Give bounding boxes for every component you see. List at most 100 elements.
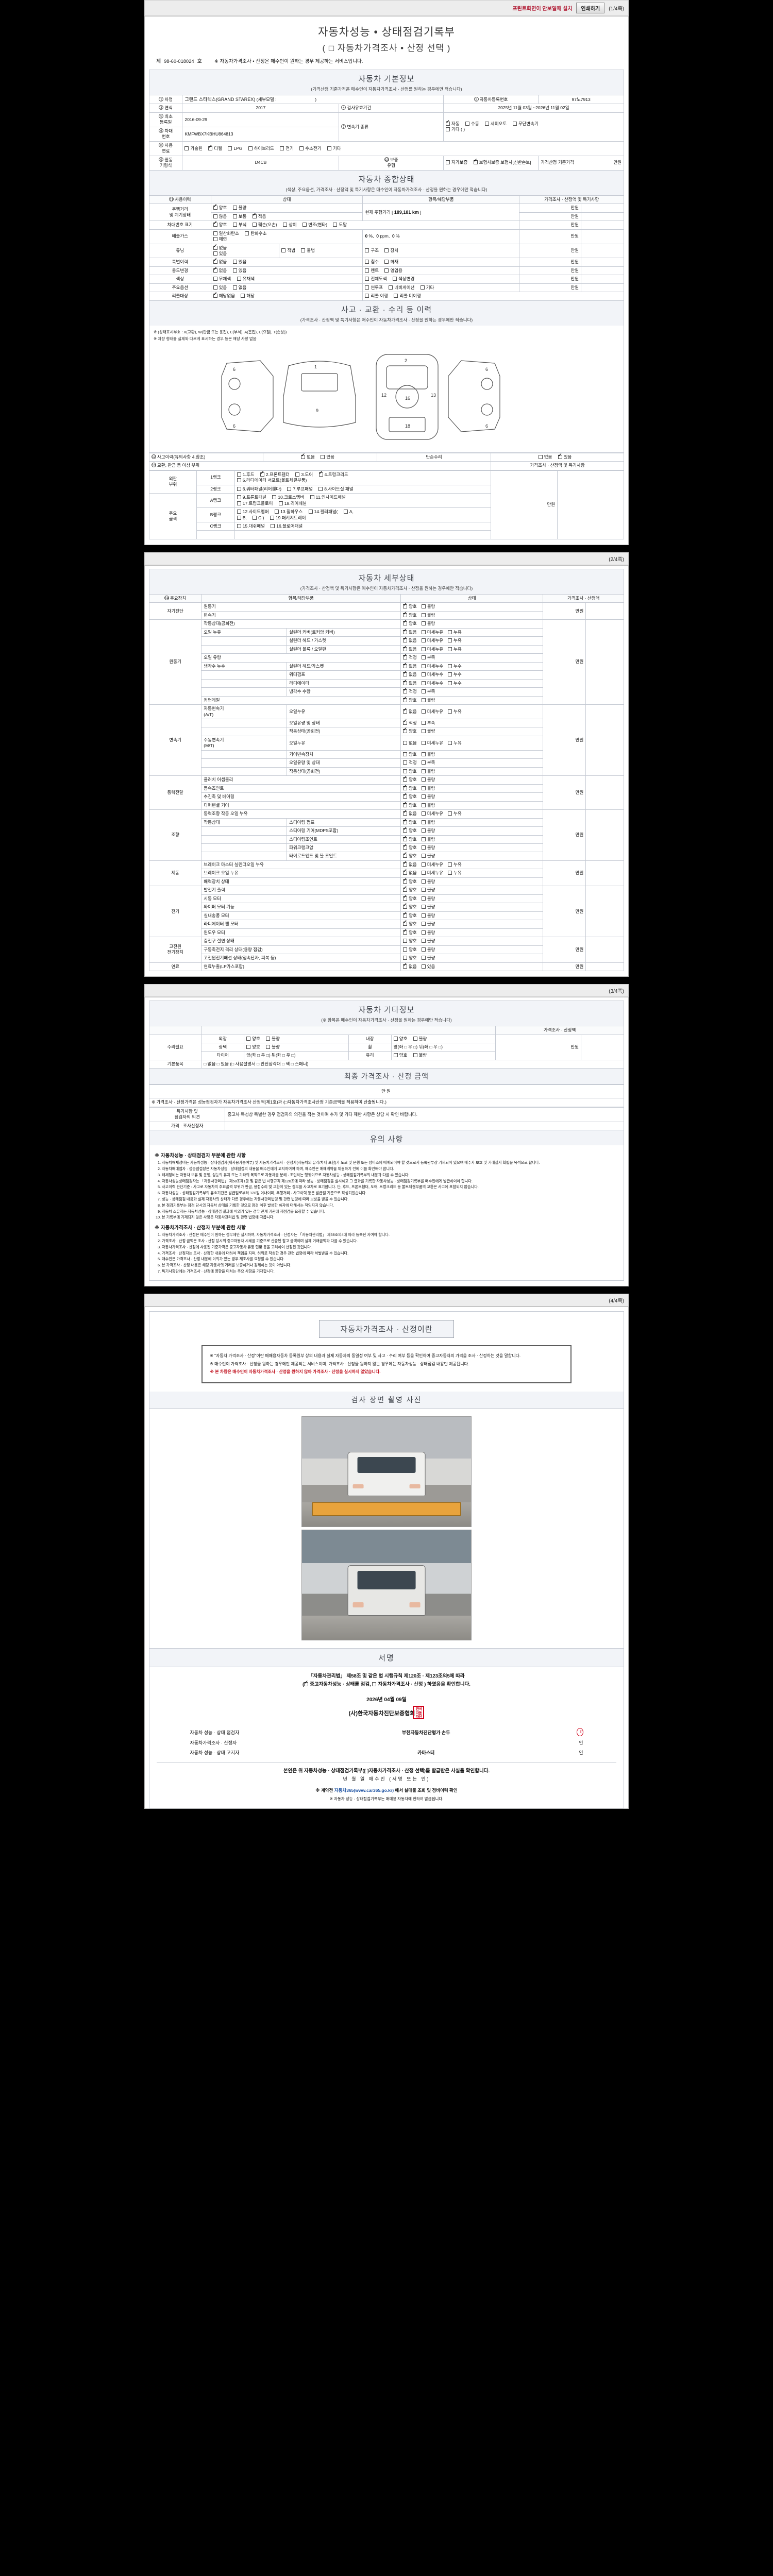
note-cell[interactable] [581, 243, 624, 259]
state-opt-없음[interactable]: 없음 [403, 628, 417, 635]
frame-side-member[interactable]: 12.사이드멤버 [237, 509, 269, 515]
car-diagram[interactable]: 6 6 1 9 2 16 18 [152, 342, 621, 449]
state-opt-양호[interactable]: 양호 [403, 752, 417, 757]
mileage-bad[interactable]: 불량 [232, 205, 246, 211]
mileage-good[interactable]: 양호 [213, 204, 227, 211]
fuel-opt-electric[interactable]: 전기 [280, 146, 294, 151]
frame-cross-member[interactable]: 10.크로스멤버 [272, 495, 304, 500]
state-opt-불량[interactable]: 불량 [421, 887, 435, 893]
state-opt-양호[interactable]: 양호 [403, 894, 417, 902]
fuel-opt-other[interactable]: 기타 [327, 146, 341, 151]
state-opt-양호[interactable]: 양호 [403, 818, 417, 825]
frame-package-tray[interactable]: 19.패키지트레이 [270, 515, 306, 521]
special-yes[interactable]: 있음 [232, 259, 246, 265]
state-opt-없음[interactable]: 없음 [403, 645, 417, 652]
detail-note-cell[interactable] [585, 809, 624, 861]
state-opt-양호[interactable]: 양호 [403, 801, 417, 808]
recall-none[interactable]: 해당없음 [213, 292, 235, 299]
state-opt-누유[interactable]: 누유 [448, 638, 462, 643]
state-opt-불량[interactable]: 불량 [421, 728, 435, 734]
state-opt-부족[interactable]: 부족 [421, 760, 435, 766]
frame-trunk-floor[interactable]: 17.트렁크플로어 [237, 501, 273, 506]
state-opt-불량[interactable]: 불량 [421, 698, 435, 703]
state-opt-양호[interactable]: 양호 [403, 835, 417, 842]
option-sunroof[interactable]: 썬루프 [365, 285, 383, 291]
frame-pillar-c[interactable]: C ) [253, 515, 264, 521]
state-opt-불량[interactable]: 불량 [421, 904, 435, 910]
state-opt-적정[interactable]: 적정 [403, 760, 417, 766]
sign-opt-performance[interactable]: 중고자동차성능 · 상태를 점검, [310, 1682, 371, 1688]
detail-note-cell[interactable] [585, 937, 624, 963]
state-opt-양호[interactable]: 양호 [403, 911, 417, 919]
state-opt-부족[interactable]: 부족 [421, 689, 435, 694]
car365-link[interactable]: 자동차365(www.car365.go.kr) [334, 1788, 394, 1793]
state-opt-없음[interactable]: 없음 [403, 662, 417, 669]
state-opt-불량[interactable]: 불량 [421, 777, 435, 783]
state-opt-없음[interactable]: 없음 [403, 869, 417, 876]
state-opt-양호[interactable]: 양호 [403, 877, 417, 885]
special-fire[interactable]: 화재 [384, 259, 398, 265]
state-opt-누유[interactable]: 누유 [448, 709, 462, 715]
vin-good[interactable]: 양호 [213, 221, 227, 228]
warranty-opt-self[interactable]: 자가보증 [446, 160, 467, 165]
state-opt-양호[interactable]: 양호 [403, 886, 417, 893]
note-cell[interactable] [581, 275, 624, 284]
detail-note-cell[interactable] [585, 962, 624, 972]
state-opt-양호[interactable]: 양호 [403, 903, 417, 910]
state-opt-불량[interactable]: 불량 [421, 621, 435, 626]
state-opt-불량[interactable]: 불량 [421, 879, 435, 885]
frame-rear-panel[interactable]: 18.리어패널 [278, 501, 307, 506]
frame-wheel-house[interactable]: 13.휠하우스 [275, 509, 303, 515]
state-opt-양호[interactable]: 양호 [403, 769, 417, 774]
state-opt-불량[interactable]: 불량 [421, 930, 435, 936]
state-opt-미세누수[interactable]: 미세누수 [421, 664, 443, 669]
options-yes[interactable]: 있음 [213, 285, 227, 291]
mileage-few[interactable]: 적음 [252, 212, 266, 219]
state-opt-양호[interactable]: 양호 [403, 696, 417, 703]
mileage-many[interactable]: 많음 [213, 214, 227, 219]
state-opt-미세누유[interactable]: 미세누유 [421, 638, 443, 643]
recall-done[interactable]: 리콜 이행 [365, 293, 388, 299]
state-opt-미세누유[interactable]: 미세누유 [421, 647, 443, 652]
state-opt-양호[interactable]: 양호 [403, 826, 417, 834]
recall-not-done[interactable]: 리콜 미이행 [394, 293, 421, 299]
state-opt-누수[interactable]: 누수 [448, 681, 462, 686]
state-opt-불량[interactable]: 불량 [421, 947, 435, 953]
state-opt-없음[interactable]: 없음 [403, 670, 417, 677]
trans-opt-cvt[interactable]: 무단변속기 [512, 121, 539, 127]
state-opt-불량[interactable]: 불량 [421, 921, 435, 927]
state-opt-누유[interactable]: 누유 [448, 862, 462, 868]
state-opt-적정[interactable]: 적정 [403, 687, 417, 694]
simple-repair-yes[interactable]: 있음 [558, 453, 572, 460]
fuel-opt-gasoline[interactable]: 가솔린 [184, 146, 203, 151]
exterior-bad[interactable]: 불량 [266, 1036, 280, 1042]
state-opt-미세누수[interactable]: 미세누수 [421, 672, 443, 677]
state-opt-누유[interactable]: 누유 [448, 870, 462, 876]
note-cell[interactable] [581, 229, 624, 244]
frame-inside-panel[interactable]: 11.인사이드패널 [310, 495, 346, 500]
note-cell[interactable] [581, 258, 624, 267]
emission-co[interactable]: 일산화탄소 [213, 231, 239, 236]
option-other[interactable]: 기타 [420, 285, 434, 291]
fuel-opt-hydrogen[interactable]: 수소전기 [299, 146, 322, 151]
buyer-signature-line[interactable]: 년 월 일 매수인 (서명 또는 인) [343, 1776, 430, 1782]
detail-note-cell[interactable] [585, 775, 624, 810]
state-opt-불량[interactable]: 불량 [421, 913, 435, 919]
state-opt-미세누수[interactable]: 미세누수 [421, 681, 443, 686]
panel-trunk-lid[interactable]: 4.트렁크리드 [318, 470, 348, 478]
detail-note-cell[interactable] [585, 619, 624, 705]
color-changed[interactable]: 색상변경 [393, 276, 414, 282]
panel-note-cell[interactable] [557, 470, 624, 539]
detail-note-cell[interactable] [585, 704, 624, 776]
special-none[interactable]: 없음 [213, 258, 227, 265]
state-opt-불량[interactable]: 불량 [421, 955, 435, 961]
tuning-structure[interactable]: 구조 [365, 248, 379, 253]
color-full-paint[interactable]: 전체도색 [365, 276, 387, 282]
glass-bad[interactable]: 불량 [413, 1053, 427, 1058]
special-note-value[interactable]: 중고차 특성상 특별한 경우 점검자의 의견을 적는 것이며 추가 및 기타 제… [225, 1107, 624, 1122]
frame-front-panel[interactable]: 9.프론트패널 [237, 495, 266, 500]
note-cell[interactable] [581, 221, 624, 230]
state-opt-미세누유[interactable]: 미세누유 [421, 630, 443, 635]
tuning-illegal[interactable]: 불법 [301, 248, 315, 253]
tuning-yes[interactable]: 있음 [213, 251, 227, 257]
